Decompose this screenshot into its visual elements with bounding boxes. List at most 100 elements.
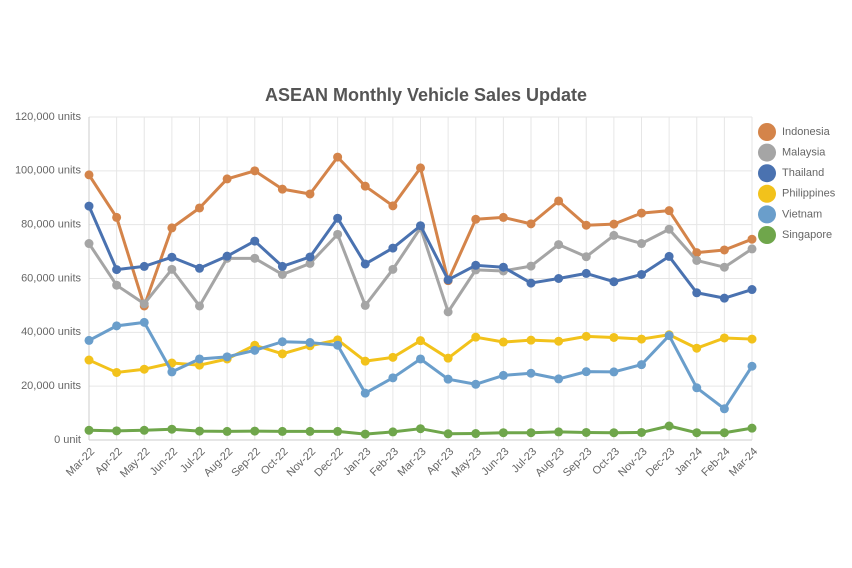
data-point <box>747 361 757 371</box>
data-point <box>443 353 453 363</box>
data-point <box>526 219 536 229</box>
x-tick-label: Jan-24 <box>673 446 705 478</box>
data-point <box>250 426 260 436</box>
data-point <box>692 248 702 258</box>
data-point <box>471 332 481 342</box>
data-point <box>747 234 757 244</box>
x-tick-label: Aug-23 <box>533 446 567 480</box>
data-point <box>112 265 122 275</box>
legend-marker <box>758 123 776 141</box>
data-point <box>747 285 757 295</box>
data-point <box>250 345 260 355</box>
data-point <box>333 426 343 436</box>
data-point <box>719 245 729 255</box>
data-point <box>388 352 398 362</box>
data-point <box>581 252 591 262</box>
data-point <box>692 343 702 353</box>
x-tick-label: Feb-24 <box>699 446 732 479</box>
legend-label: Philippines <box>782 188 836 200</box>
data-point <box>747 334 757 344</box>
x-tick-label: Sep-23 <box>561 446 595 480</box>
data-point <box>250 253 260 263</box>
data-point <box>84 201 94 211</box>
y-tick-label: 0 unit <box>54 434 81 446</box>
legend-marker <box>758 226 776 244</box>
data-point <box>526 335 536 345</box>
data-point <box>195 360 204 370</box>
data-point <box>664 421 674 431</box>
data-point <box>388 243 398 253</box>
x-tick-label: Mar-23 <box>396 446 429 479</box>
data-point <box>139 299 149 309</box>
legend-marker <box>758 143 776 162</box>
data-point <box>112 426 122 436</box>
data-point <box>664 331 674 341</box>
data-point <box>195 203 204 213</box>
data-point <box>664 206 674 216</box>
data-point <box>360 356 370 366</box>
data-point <box>305 258 315 268</box>
data-point <box>277 184 287 194</box>
data-point <box>498 212 508 222</box>
data-point <box>112 367 122 377</box>
data-point <box>554 427 564 437</box>
legend-label: Thailand <box>782 167 824 179</box>
data-point <box>360 300 370 310</box>
data-point <box>692 383 702 393</box>
data-point <box>222 251 232 261</box>
data-point <box>195 354 204 364</box>
legend-label: Indonesia <box>782 126 831 138</box>
x-tick-label: Nov-23 <box>616 446 650 480</box>
data-point <box>554 196 564 206</box>
data-point <box>84 170 94 180</box>
data-point <box>250 166 260 176</box>
x-tick-label: Feb-23 <box>368 446 401 479</box>
data-point <box>498 370 508 380</box>
data-point <box>222 352 232 362</box>
data-point <box>637 360 646 370</box>
y-tick-label: 100,000 units <box>15 165 82 177</box>
data-point <box>719 262 729 272</box>
data-point <box>416 336 425 346</box>
data-point <box>388 373 398 383</box>
data-point <box>637 334 646 344</box>
y-tick-label: 60,000 units <box>21 272 81 284</box>
data-point <box>554 274 564 283</box>
data-point <box>195 301 204 311</box>
data-point <box>167 424 177 434</box>
data-point <box>416 221 425 231</box>
data-point <box>139 261 149 271</box>
x-tick-label: Jan-23 <box>341 446 373 478</box>
data-point <box>167 223 177 233</box>
data-point <box>609 277 619 287</box>
data-point <box>305 426 315 436</box>
data-point <box>498 262 508 272</box>
x-tick-label: Aug-22 <box>202 446 236 480</box>
data-point <box>526 428 536 438</box>
data-point <box>277 269 287 279</box>
data-point <box>112 212 122 222</box>
data-point <box>112 280 122 290</box>
x-tick-label: May-23 <box>449 446 483 480</box>
data-point <box>277 337 287 347</box>
data-point <box>719 404 729 414</box>
data-point <box>84 239 94 249</box>
data-point <box>139 364 149 374</box>
data-point <box>388 264 398 274</box>
data-point <box>692 288 702 298</box>
data-point <box>719 333 729 343</box>
data-point <box>416 424 425 434</box>
data-point <box>719 293 729 303</box>
data-point <box>747 244 757 254</box>
data-point <box>637 239 646 249</box>
data-point <box>637 208 646 218</box>
data-point <box>664 251 674 261</box>
data-point <box>84 355 94 365</box>
x-tick-label: Dec-22 <box>312 446 346 480</box>
data-point <box>360 429 370 439</box>
data-point <box>333 152 343 162</box>
data-point <box>443 307 453 317</box>
data-point <box>471 429 481 439</box>
data-point <box>195 426 204 436</box>
